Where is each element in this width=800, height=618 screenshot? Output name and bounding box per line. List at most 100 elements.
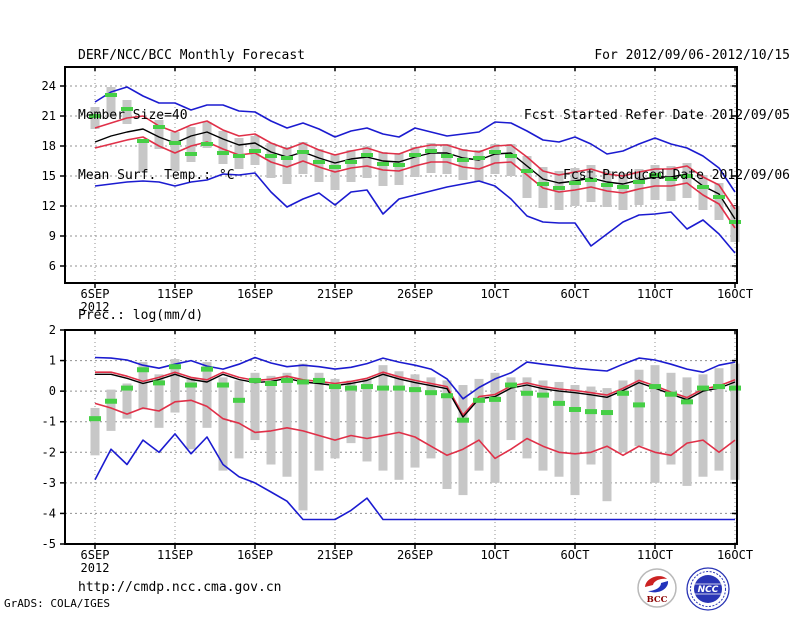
ensemble-spread-box <box>426 143 436 173</box>
bcc-logo: BCC <box>637 568 677 608</box>
ensemble-spread-box <box>618 380 628 453</box>
ensemble-spread-box <box>714 183 724 220</box>
y-tick-label: 21 <box>42 109 56 123</box>
x-tick-label: 21SEP <box>317 287 353 301</box>
ensemble-spread-box <box>650 365 660 483</box>
ensemble-spread-box <box>122 100 132 124</box>
y-tick-label: -5 <box>42 537 56 551</box>
ensemble-spread-box <box>586 165 596 202</box>
bcc-logo-ring <box>637 568 677 608</box>
ensemble-spread-box <box>314 372 324 471</box>
bcc-logo-red-swoosh <box>645 576 667 587</box>
series-ensemble-mean <box>95 373 736 418</box>
ensemble-spread-box <box>586 386 596 465</box>
grads-credit: GrADS: COLA/IGES <box>4 597 110 610</box>
x-tick-label: 1OCT <box>481 287 510 301</box>
ensemble-spread-box <box>218 377 228 471</box>
ensemble-spread-box <box>202 362 212 428</box>
ensemble-spread-box <box>490 144 500 174</box>
ensemble-spread-box <box>266 143 276 178</box>
ensemble-spread-box <box>346 380 356 444</box>
x-tick-label: 11OCT <box>637 548 673 562</box>
ensemble-spread-box <box>458 149 468 180</box>
y-tick-label: 9 <box>49 229 56 243</box>
ensemble-spread-box <box>634 169 644 205</box>
page-title: DERF/NCC/BCC Monthly Forecast <box>78 48 305 63</box>
ensemble-spread-box <box>474 378 484 471</box>
ensemble-spread-box <box>378 365 388 471</box>
ensemble-spread-box <box>394 153 404 185</box>
ensemble-spread-box <box>522 156 532 198</box>
ensemble-spread-box <box>346 150 356 182</box>
y-tick-label: 0 <box>49 384 56 398</box>
ensemble-spread-box <box>554 171 564 210</box>
y-tick-label: -3 <box>42 476 56 490</box>
ensemble-spread-box <box>474 150 484 182</box>
ensemble-spread-box <box>650 165 660 200</box>
x-tick-label: 26SEP <box>397 548 433 562</box>
y-tick-label: -2 <box>42 445 56 459</box>
x-tick-label: 16SEP <box>237 287 273 301</box>
x-tick-label: 16OCT <box>717 287 753 301</box>
y-tick-label: 15 <box>42 169 56 183</box>
ensemble-spread-box <box>602 388 612 502</box>
series-spread-lower <box>94 399 736 460</box>
header-left: DERF/NCC/BCC Monthly Forecast Member Siz… <box>78 6 305 206</box>
ensemble-spread-box <box>506 377 516 441</box>
ncc-logo-globe <box>694 575 722 603</box>
x-axis-year-label: 2012 <box>81 300 110 314</box>
ensemble-spread-box <box>138 140 148 172</box>
precipitation-chart: 6SEP 11SEP 16SEP 21SEP 26SEP 1OCT 6OCT 11OCT 16O… <box>42 323 754 575</box>
ensemble-spread-box <box>522 377 532 459</box>
ensemble-spread-box <box>618 173 628 210</box>
ensemble-spread-box <box>554 381 564 477</box>
ensemble-spread-box <box>170 132 180 171</box>
ensemble-spread-box <box>570 168 580 206</box>
y-tick-label: -1 <box>42 415 56 429</box>
ensemble-spread-box <box>666 372 676 465</box>
series-ensemble-max <box>94 86 736 193</box>
x-tick-label: 11OCT <box>637 287 673 301</box>
temp-variable-label: Mean Surf. Temp.: °C <box>78 168 235 183</box>
ensemble-spread-box <box>602 171 612 207</box>
ensemble-spread-box <box>202 122 212 148</box>
ensemble-spread-box <box>186 377 196 450</box>
x-tick-label: 21SEP <box>317 548 353 562</box>
ensemble-spread-box <box>282 372 292 477</box>
ensemble-spread-box <box>234 138 244 169</box>
x-axis-year-label: 2012 <box>81 561 110 575</box>
y-tick-label: 12 <box>42 199 56 213</box>
ensemble-spread-box <box>442 380 452 489</box>
ensemble-spread-box <box>298 142 308 174</box>
forecast-produced-date-label: Fcst Produced Date 2012/09/06 <box>563 168 790 183</box>
ensemble-spread-box <box>186 127 196 162</box>
ensemble-spread-box <box>154 120 164 149</box>
ensemble-spread-box <box>426 377 436 459</box>
plot-frame <box>64 329 738 545</box>
ensemble-spread-box <box>362 378 372 462</box>
ensemble-spread-box <box>394 371 404 480</box>
series-spread-upper <box>94 115 736 210</box>
x-tick-label: 6SEP <box>81 287 110 301</box>
ensemble-spread-box <box>282 147 292 184</box>
ensemble-spread-box <box>730 363 740 480</box>
series-ensemble-min <box>94 433 735 521</box>
ensemble-spread-box <box>378 152 388 186</box>
ensemble-spread-box <box>362 146 372 178</box>
y-tick-label: 2 <box>49 323 56 337</box>
ensemble-spread-box <box>90 407 100 456</box>
ensemble-spread-box <box>506 144 516 176</box>
ensemble-spread-box <box>234 380 244 459</box>
ensemble-spread-box <box>442 144 452 174</box>
x-tick-label: 1OCT <box>481 548 510 562</box>
ensemble-spread-box <box>634 369 644 447</box>
y-tick-label: -4 <box>42 506 56 520</box>
ensemble-spread-box <box>106 389 116 431</box>
source-url: http://cmdp.ncc.cma.gov.cn <box>78 580 282 595</box>
surface-temperature-chart: 6SEP 11SEP 16SEP 21SEP 26SEP 1OCT 6OCT 11OCT 16O… <box>42 66 753 314</box>
ensemble-spread-box <box>666 166 676 201</box>
forecast-valid-range-label: For 2012/09/06-2012/10/15 <box>594 48 790 63</box>
x-tick-label: 11SEP <box>157 548 193 562</box>
ensemble-spread-box <box>314 149 324 182</box>
